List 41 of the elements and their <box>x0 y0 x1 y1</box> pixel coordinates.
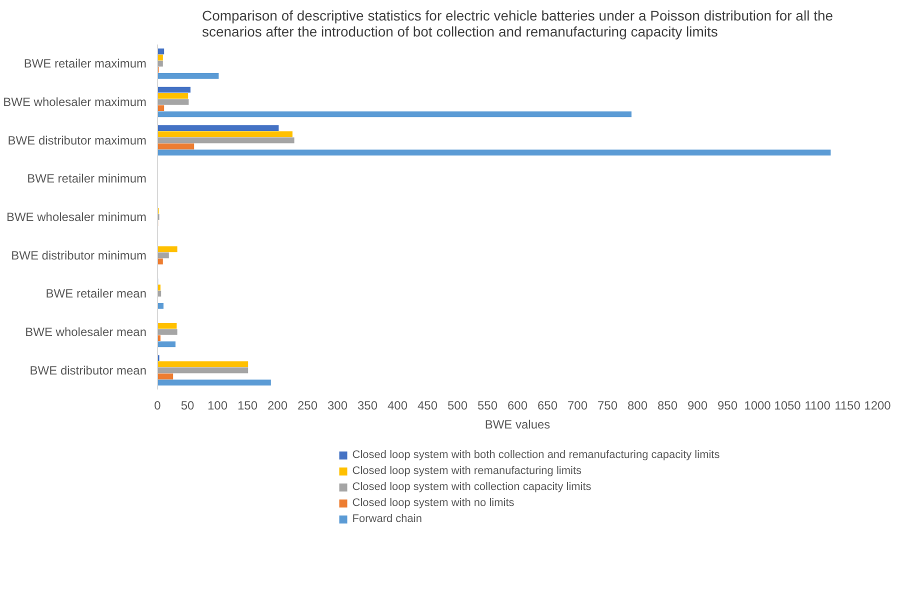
x-tick-label: 0 <box>154 398 162 412</box>
x-tick-label: 700 <box>567 398 588 412</box>
x-tick-label: 1200 <box>864 398 892 412</box>
y-tick-label: BWE retailer minimum <box>27 172 147 186</box>
x-tick-label: 200 <box>267 398 288 412</box>
chart-title: Comparison of descriptive statistics for electric vehicle batteries under a Poisson distribution for all the scenarios after the introduction of bot collection and remanufacturing capacity limits <box>202 8 834 40</box>
x-tick-label: 400 <box>387 398 408 412</box>
x-tick-label: 1100 <box>804 398 831 412</box>
legend-label: Closed loop system with remanufacturing limits <box>352 464 582 476</box>
legend-label: Forward chain <box>352 512 422 524</box>
x-tick-label: 750 <box>597 398 618 412</box>
y-tick-label: BWE wholesaler mean <box>25 325 147 339</box>
x-tick-label: 950 <box>717 398 738 412</box>
x-tick-label: 1050 <box>774 398 802 412</box>
x-tick-label: 350 <box>357 398 378 412</box>
y-tick-label: BWE wholesaler minimum <box>6 210 147 224</box>
x-tick-label: 650 <box>537 398 558 412</box>
x-tick-label: 300 <box>327 398 348 412</box>
legend-label: Closed loop system with both collection and remanufacturing capacity limits <box>352 448 720 460</box>
y-tick-label: BWE retailer maximum <box>24 56 147 71</box>
legend-label: Closed loop system with no limits <box>352 496 514 508</box>
x-axis-title: BWE values <box>484 418 550 432</box>
x-tick-label: 250 <box>297 398 318 412</box>
y-tick-label: BWE distributor mean <box>30 363 147 378</box>
x-tick-label: 50 <box>180 398 194 412</box>
x-tick-label: 450 <box>417 398 438 412</box>
x-tick-label: 850 <box>657 398 678 412</box>
legend-label: Closed loop system with collection capacity limits <box>352 480 592 492</box>
y-tick-label: BWE retailer mean <box>46 286 147 301</box>
x-tick-label: 500 <box>447 398 468 412</box>
y-tick-label: BWE distributor maximum <box>8 133 147 148</box>
x-tick-label: 1000 <box>744 398 772 412</box>
x-tick-label: 150 <box>237 398 258 412</box>
x-tick-label: 800 <box>627 398 648 412</box>
x-tick-label: 900 <box>687 398 708 412</box>
x-tick-label: 1150 <box>834 398 861 412</box>
y-tick-label: BWE wholesaler maximum <box>3 95 147 109</box>
y-tick-label: BWE distributor minimum <box>11 248 147 262</box>
x-tick-label: 550 <box>477 398 498 412</box>
x-tick-label: 100 <box>207 398 228 412</box>
x-tick-label: 600 <box>507 398 528 412</box>
